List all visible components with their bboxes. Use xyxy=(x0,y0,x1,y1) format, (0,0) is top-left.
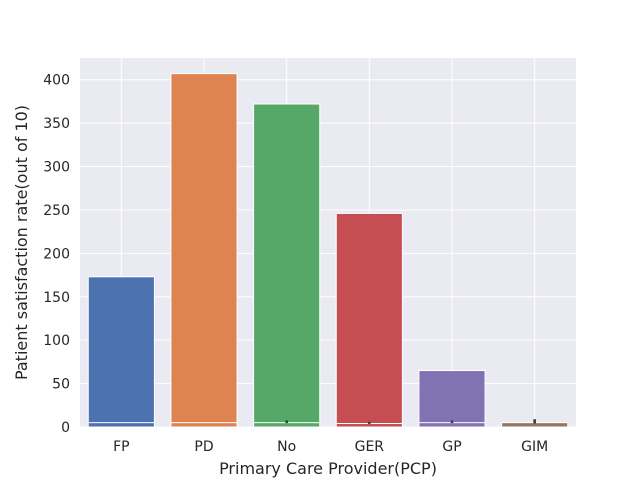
error-bars xyxy=(285,419,536,424)
y-tick-label: 400 xyxy=(43,73,70,89)
y-tick-label: 0 xyxy=(61,420,70,436)
plot-area xyxy=(80,58,576,427)
bar-no-series-2 xyxy=(253,422,321,428)
bar-no-series-1 xyxy=(253,103,321,428)
y-tick-labels: 0 50 100 150 200 250 300 350 400 xyxy=(43,73,70,436)
x-tick-labels: FP PD No GER GP GIM xyxy=(113,439,548,455)
bar-gp-series-2 xyxy=(418,422,486,428)
y-tick-label: 150 xyxy=(43,290,70,306)
bar-pd-series-1 xyxy=(170,73,238,428)
x-tick-label: GER xyxy=(355,439,385,455)
bar-ger-series-1 xyxy=(335,212,403,428)
y-tick-label: 250 xyxy=(43,203,70,219)
x-tick-label: PD xyxy=(194,439,213,455)
bars xyxy=(87,73,569,428)
y-tick-label: 200 xyxy=(43,246,70,262)
x-tick-label: FP xyxy=(113,439,130,455)
bar-fp-series-1 xyxy=(87,276,155,428)
x-tick-label: No xyxy=(277,439,296,455)
bar-fp-series-2 xyxy=(87,422,155,428)
y-tick-label: 350 xyxy=(43,116,70,132)
y-axis-label: Patient satisfaction rate(out of 10) xyxy=(12,105,31,380)
bar-pd-series-2 xyxy=(170,422,238,428)
x-axis-label: Primary Care Provider(PCP) xyxy=(219,459,437,478)
y-tick-label: 300 xyxy=(43,160,70,176)
x-tick-label: GIM xyxy=(521,439,548,455)
y-tick-label: 100 xyxy=(43,333,70,349)
x-tick-label: GP xyxy=(442,439,461,455)
bar-gp-series-1 xyxy=(418,370,486,428)
bar-ger-series-2 xyxy=(335,423,403,428)
y-tick-label: 50 xyxy=(52,377,70,393)
